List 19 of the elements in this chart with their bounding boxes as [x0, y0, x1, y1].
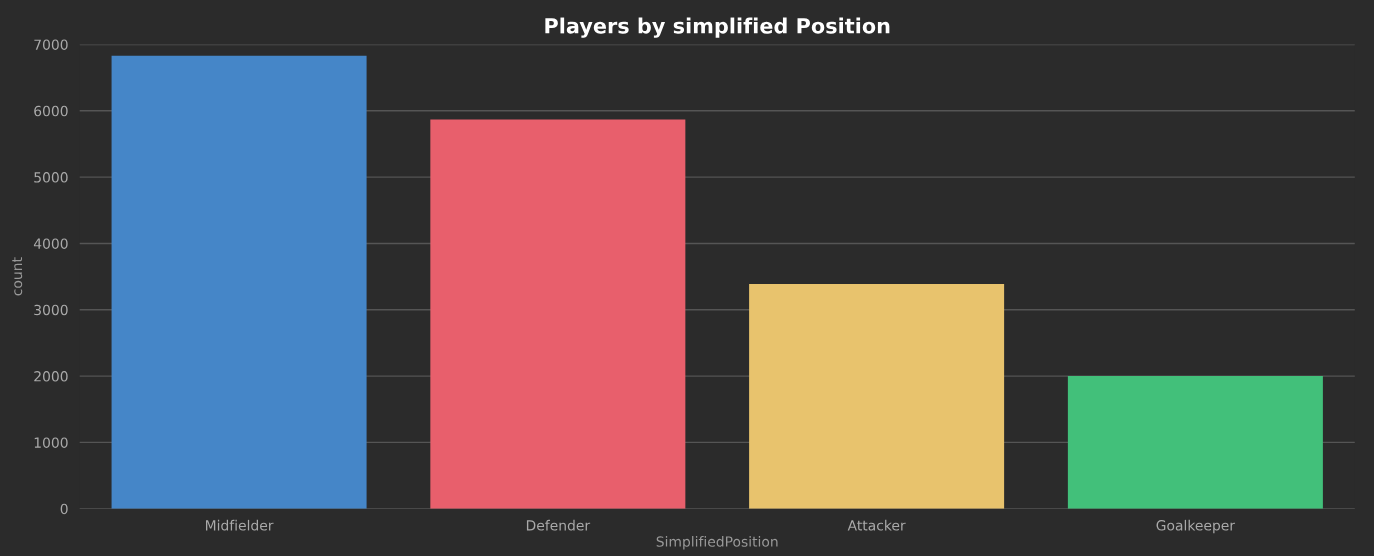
y-tick-label: 2000	[34, 371, 68, 382]
y-tick-label: 0	[60, 503, 68, 515]
x-tick-label: Midfielder	[206, 519, 274, 531]
bar	[111, 55, 367, 509]
x-axis-title: SimplifiedPosition	[656, 536, 778, 550]
y-tick-label: 7000	[34, 39, 68, 50]
x-tick-label: Goalkeeper	[1156, 519, 1236, 534]
y-tick-label: 4000	[33, 238, 68, 249]
y-tick-label: 3000	[34, 304, 68, 316]
y-axis-title: count	[12, 257, 23, 296]
bar	[1067, 376, 1323, 509]
x-tick-label: Attacker	[847, 519, 906, 531]
y-tick-label: 5000	[34, 172, 68, 183]
bar	[749, 283, 1005, 509]
y-tick-label: 1000	[34, 437, 68, 448]
chart-title: Players by simplified Position	[545, 17, 890, 38]
bar	[430, 119, 686, 509]
x-tick-label: Defender	[526, 519, 591, 531]
y-tick-label: 6000	[34, 105, 68, 117]
